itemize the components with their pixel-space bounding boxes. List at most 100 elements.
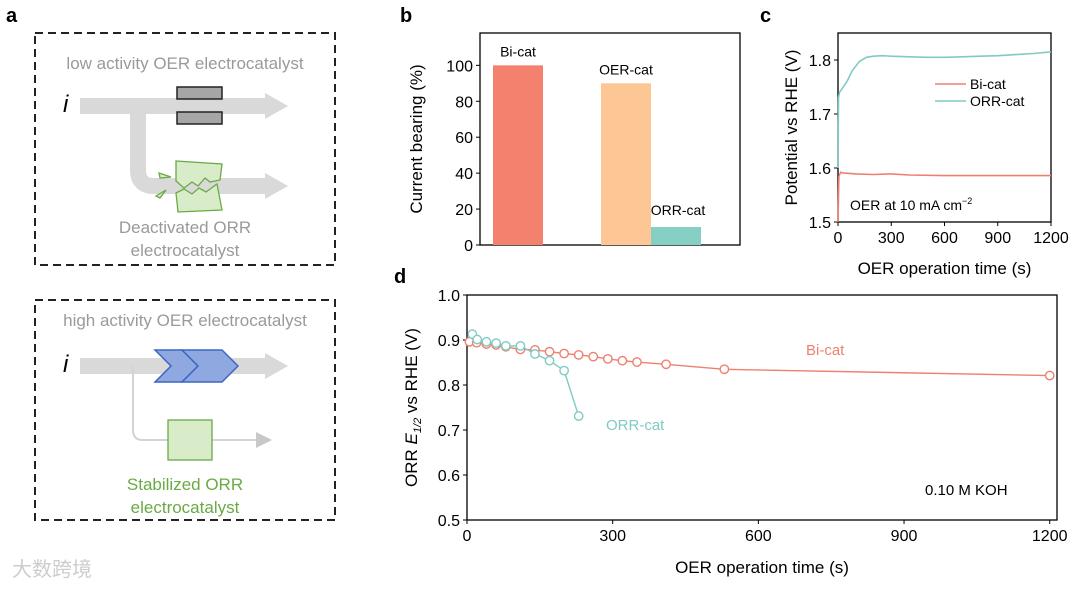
data-point-orr-cat (559, 365, 570, 376)
data-point-bi-cat (719, 364, 730, 375)
bar-label: ORR-cat (651, 202, 706, 218)
y-tick-label: 0.7 (438, 423, 460, 440)
line-bi-cat (469, 341, 1050, 377)
x-tick-label: 0 (463, 528, 472, 545)
y-label-var: E (402, 432, 421, 444)
line-bi-cat (837, 171, 1051, 223)
data-point-orr-cat (573, 411, 584, 421)
legend-label: Bi-cat (970, 76, 1006, 92)
plot-frame (466, 294, 1058, 521)
legend-label: ORR-cat (970, 93, 1025, 109)
bar-oer-cat (601, 83, 651, 245)
branch-flow-arrow (130, 106, 265, 194)
series-label-bi-cat: Bi-cat (806, 342, 845, 359)
data-point-bi-cat (617, 355, 628, 366)
data-point-bi-cat (602, 353, 613, 364)
y-tick-label: 100 (446, 58, 473, 75)
y-tick-label: 1.7 (809, 107, 831, 124)
y-tick-label: 0.5 (438, 513, 460, 530)
panel-label-d: d (394, 266, 406, 288)
x-tick-label: 300 (599, 528, 626, 545)
x-tick-label: 1200 (1033, 230, 1069, 247)
deactivated-caption-line2: electrocatalyst (131, 241, 240, 260)
data-point-orr-cat (481, 336, 492, 347)
bar-bi-cat (493, 65, 543, 245)
high-activity-box: high activity OER electrocatalyst i Stab… (34, 299, 336, 521)
x-tick-label: 900 (891, 528, 918, 545)
data-point-bi-cat (588, 351, 599, 362)
panel-label-c: c (760, 5, 771, 27)
y-label-suffix: vs RHE (V) (402, 328, 421, 418)
data-point-orr-cat (472, 334, 483, 345)
oer-catalyst-block (176, 86, 223, 100)
x-tick-label: 900 (984, 230, 1011, 247)
arrowhead-icon (265, 93, 288, 119)
arrowhead-icon (265, 353, 288, 379)
panel-label-b: b (400, 5, 412, 27)
x-axis-label: OER operation time (s) (858, 259, 1032, 278)
dashed-frame (34, 299, 336, 521)
electrolyte-annotation: 0.10 M KOH (925, 482, 1008, 499)
y-tick-label: 20 (455, 202, 473, 219)
chart-d-orr-half-wave: 0.5 0.6 0.7 0.8 0.9 1.0 0 300 600 900 1200 ORR E1/2… (402, 288, 1068, 577)
bar-label: OER-cat (599, 61, 653, 77)
y-axis-label: Potential vs RHE (V) (782, 50, 801, 206)
high-activity-title: high activity OER electrocatalyst (63, 311, 307, 330)
y-tick-label: 0.9 (438, 333, 460, 350)
bar-label: Bi-cat (500, 43, 536, 59)
stable-orr-catalyst-icon (167, 419, 213, 461)
x-axis-label: OER operation time (s) (675, 558, 849, 577)
y-axis-label: Current bearing (%) (407, 64, 426, 213)
data-point-bi-cat (661, 359, 671, 370)
dashed-frame (34, 32, 336, 266)
broken-orr-catalyst-icon (154, 160, 223, 213)
data-point-bi-cat (632, 357, 642, 367)
low-activity-title: low activity OER electrocatalyst (66, 54, 303, 73)
data-point-bi-cat (1044, 370, 1055, 381)
watermark: 大数跨境 (12, 558, 92, 581)
data-point-orr-cat (491, 338, 502, 349)
y-tick-label: 1.8 (809, 53, 831, 70)
x-tick-label: 1200 (1032, 528, 1068, 545)
chart-b-current-bearing: 0 20 40 60 80 100 Current bearing (%) Bi-cat OER… (407, 32, 741, 255)
y-tick-label: 0.8 (438, 378, 460, 395)
data-point-bi-cat (559, 348, 570, 359)
stabilized-caption-line1: Stabilized ORR (127, 475, 243, 494)
plot-frame (837, 32, 1052, 223)
thin-branch-arrow (132, 366, 272, 448)
chevron-oer-catalyst-icon (153, 349, 240, 383)
x-tick-label: 600 (931, 230, 958, 247)
data-point-orr-cat (515, 340, 526, 351)
deactivated-caption-line1: Deactivated ORR (119, 218, 251, 237)
y-tick-label: 60 (455, 130, 473, 147)
low-activity-box: low activity OER electrocatalyst i Deact… (34, 32, 336, 266)
y-label-sub: 1/2 (412, 418, 424, 433)
annotation-superscript: −2 (962, 196, 972, 206)
line-orr-cat (837, 51, 1052, 169)
y-label-prefix: ORR (402, 444, 421, 487)
oer-catalyst-block (176, 111, 223, 125)
y-tick-label: 80 (455, 94, 473, 111)
data-point-orr-cat (530, 349, 540, 359)
y-tick-label: 1.0 (438, 288, 460, 305)
bar-orr-cat (651, 227, 701, 245)
y-axis-label: ORR E1/2 vs RHE (V) (402, 328, 424, 487)
series-label-orr-cat: ORR-cat (606, 417, 665, 434)
panel-a-schematic: a low activity OER electrocatalyst i Dea… (6, 5, 336, 581)
panel-label-a: a (6, 5, 18, 27)
x-tick-label: 300 (878, 230, 905, 247)
arrowhead-icon (265, 173, 288, 199)
x-tick-label: 0 (834, 230, 843, 247)
data-point-orr-cat (500, 340, 511, 351)
stabilized-caption-line2: electrocatalyst (131, 498, 240, 517)
chart-c-oer-potential: 1.5 1.6 1.7 1.8 0 300 600 900 1200 Potential vs R… (782, 32, 1069, 278)
condition-annotation: OER at 10 mA cm−2 (850, 196, 972, 213)
y-tick-label: 40 (455, 166, 473, 183)
y-tick-label: 1.6 (809, 161, 831, 178)
y-tick-label: 1.5 (809, 215, 831, 232)
data-point-bi-cat (573, 349, 584, 360)
current-symbol: i (63, 91, 69, 118)
data-point-orr-cat (544, 355, 555, 366)
current-symbol: i (63, 351, 69, 378)
